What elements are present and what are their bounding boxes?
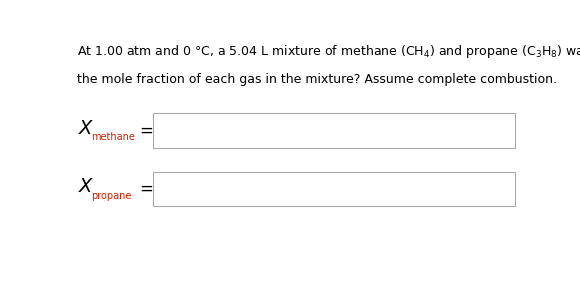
Text: methane: methane	[92, 132, 135, 142]
Text: =: =	[139, 122, 153, 140]
Text: At 1.00 atm and 0 °C, a 5.04 L mixture of methane (CH$_4$) and propane (C$_3$H$_: At 1.00 atm and 0 °C, a 5.04 L mixture o…	[77, 43, 580, 60]
Text: $\it{X}$: $\it{X}$	[78, 119, 95, 138]
Text: the mole fraction of each gas in the mixture? Assume complete combustion.: the mole fraction of each gas in the mix…	[77, 73, 557, 86]
FancyBboxPatch shape	[153, 113, 515, 148]
Text: $\it{X}$: $\it{X}$	[78, 177, 95, 197]
Text: propane: propane	[92, 191, 132, 201]
FancyBboxPatch shape	[153, 172, 515, 206]
Text: =: =	[139, 180, 153, 198]
